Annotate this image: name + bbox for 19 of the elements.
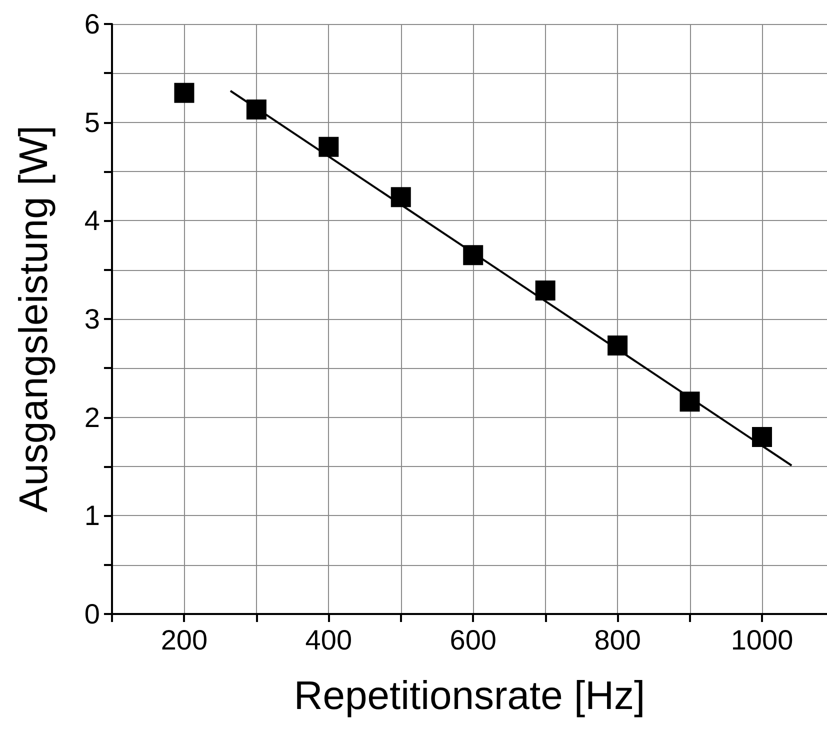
y-tick-label: 6 bbox=[84, 8, 100, 40]
point bbox=[535, 280, 556, 300]
y-tick-label: 3 bbox=[84, 304, 100, 334]
y-tick-label: 4 bbox=[84, 205, 100, 236]
x-tick-label: 600 bbox=[450, 624, 496, 656]
x-tick-label: 200 bbox=[160, 624, 208, 656]
y-axis-title: Ausgangsleistung [W] bbox=[12, 126, 56, 512]
x-tick-label: 1000 bbox=[730, 624, 794, 656]
x-tick-label: 400 bbox=[305, 624, 352, 656]
point bbox=[318, 136, 339, 157]
y-tick-label: 2 bbox=[84, 402, 100, 433]
x-tick-label: 800 bbox=[594, 624, 641, 656]
point bbox=[752, 427, 772, 447]
point bbox=[174, 82, 194, 103]
y-tick-label: 0 bbox=[84, 598, 100, 630]
x-axis-title: Repetitionsrate [Hz] bbox=[294, 674, 646, 718]
y-tick-label: 5 bbox=[84, 106, 100, 138]
y-tick-label: 1 bbox=[84, 500, 100, 532]
point bbox=[390, 187, 411, 208]
